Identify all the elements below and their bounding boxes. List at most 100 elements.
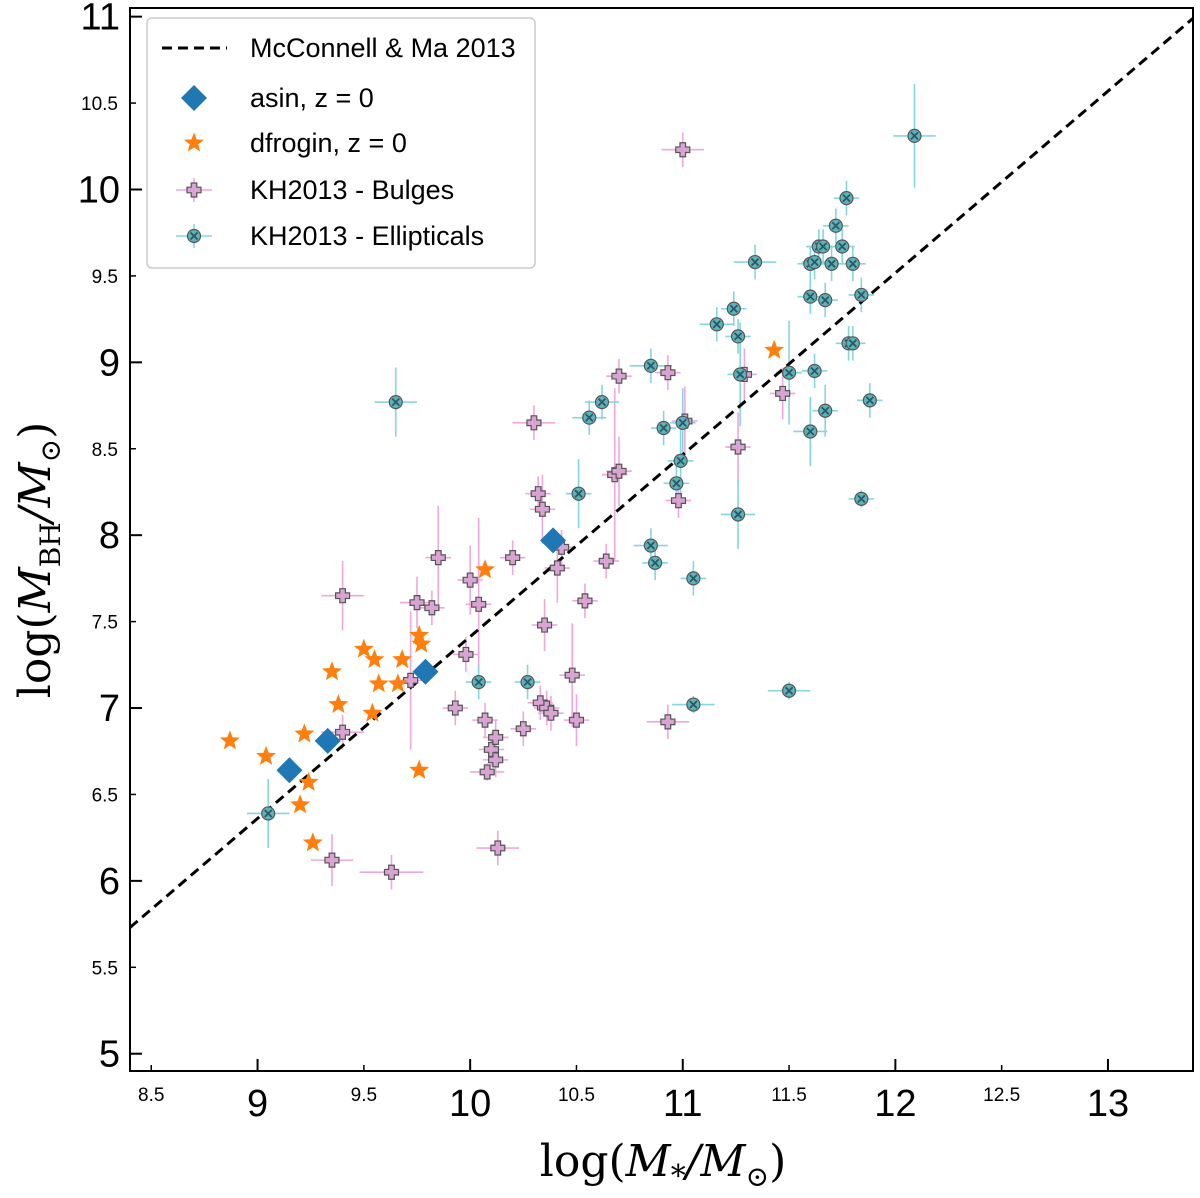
elliptical-point (686, 571, 701, 586)
bulge-point (447, 700, 463, 716)
elliptical-point (807, 254, 822, 270)
legend-label-relation: McConnell & Ma 2013 (250, 33, 516, 63)
y-tick-label: 7 (99, 688, 120, 730)
dfrogin-point (409, 624, 430, 644)
bulge-point (424, 600, 440, 616)
bulge-point (568, 712, 585, 728)
bulge-point (409, 594, 425, 611)
asin-point (412, 658, 439, 685)
x-label-main: M (625, 1136, 672, 1187)
y-tick-label: 6 (99, 861, 120, 903)
x-tick-label: 10 (449, 1083, 491, 1125)
bulge-point (611, 368, 627, 384)
bulge-point (577, 593, 593, 609)
dfrogin-point (353, 638, 374, 658)
legend-box (146, 17, 536, 269)
elliptical-point (839, 191, 854, 206)
elliptical-point (845, 336, 860, 351)
bulge-point (660, 365, 676, 381)
x-tick-label-minor: 12.5 (983, 1085, 1020, 1106)
y-label-sub2: ⊙ (34, 439, 67, 462)
x-tick-label-minor: 8.5 (138, 1085, 164, 1106)
y-tick-label-minor: 5.5 (92, 958, 118, 979)
elliptical-point (669, 476, 684, 491)
dfrogin-point (764, 339, 785, 359)
elliptical-point (656, 420, 671, 436)
legend-marker-shape (186, 182, 202, 198)
elliptical-point (854, 491, 869, 506)
x-tick-label-minor: 11.5 (771, 1085, 807, 1106)
x-tick-label-minor: 9.5 (351, 1085, 377, 1106)
bulge-point (534, 501, 551, 517)
bulge-point (462, 572, 478, 588)
elliptical-point (686, 697, 701, 712)
elliptical-point (818, 293, 833, 308)
legend-label-asin: asin, z = 0 (250, 83, 374, 113)
elliptical-point (907, 128, 922, 144)
dfrogin-point (328, 694, 349, 714)
y-tick-label: 11 (81, 0, 120, 39)
x-axis-label: log(M*/M⊙) (540, 1136, 787, 1194)
y-tick-label: 10 (78, 169, 120, 211)
elliptical-point (388, 394, 403, 410)
bulge-point (598, 553, 614, 569)
elliptical-point (471, 674, 486, 690)
dfrogin-point (475, 559, 496, 579)
elliptical-point (261, 806, 276, 821)
x-tick-label: 11 (663, 1083, 702, 1125)
x-label-sub2: ⊙ (746, 1160, 769, 1193)
asin-point (540, 527, 567, 554)
bulge-point (383, 864, 400, 880)
dfrogin-point (362, 702, 383, 722)
bulge-point (530, 486, 546, 502)
bulge-point (660, 714, 676, 730)
bulge-point (775, 385, 791, 402)
x-label-pre: log( (540, 1136, 626, 1187)
elliptical-point (594, 394, 610, 410)
bulge-point (670, 493, 687, 509)
bulge-point (479, 764, 495, 780)
data-markers (219, 128, 922, 880)
elliptical-point (835, 239, 850, 254)
y-label-sub: BH (34, 522, 67, 567)
bulge-point (458, 646, 474, 663)
x-label-end: ) (769, 1136, 786, 1187)
y-tick-label-minor: 8.5 (92, 440, 118, 461)
dfrogin-point (411, 633, 432, 653)
elliptical-point (815, 239, 831, 254)
legend-label-bulges: KH2013 - Bulges (250, 175, 454, 205)
y-label-end: ) (10, 422, 61, 439)
x-tick-label-minor: 10.5 (558, 1085, 595, 1106)
elliptical-point (648, 555, 663, 570)
x-tick-label: 9 (247, 1083, 268, 1125)
elliptical-point (730, 329, 746, 344)
legend-marker-bulges (176, 178, 212, 202)
bulge-point (477, 712, 493, 728)
legend-marker-shape (181, 85, 207, 111)
elliptical-point (709, 317, 724, 332)
dfrogin-point (321, 661, 342, 681)
bulge-point (675, 142, 691, 158)
y-tick-label: 9 (99, 342, 120, 384)
elliptical-point (730, 507, 746, 522)
legend: McConnell & Ma 2013 asin, z = 0 dfrogin,… (146, 17, 536, 269)
dfrogin-point (256, 745, 277, 765)
dfrogin-point (392, 649, 413, 669)
y-axis-label: log(MBH/M⊙) (10, 422, 67, 699)
bulge-point (335, 588, 351, 604)
legend-label-ellipticals: KH2013 - Ellipticals (250, 221, 484, 251)
legend-marker-dfrogin (184, 132, 204, 152)
elliptical-point (828, 218, 843, 233)
x-tick-label: 13 (1087, 1083, 1129, 1125)
dfrogin-point (219, 730, 240, 750)
axis-ticks: 9 10 11 12 13 8.5 9.5 10.5 11.5 12.5 5 6 7 8 9 10 11 5.5 6… (78, 0, 1129, 1125)
bulge-point (430, 550, 446, 566)
y-label-main: M (10, 566, 61, 613)
dfrogin-point (387, 673, 408, 693)
y-tick-label-minor: 9.5 (92, 267, 118, 288)
bulge-point (536, 617, 553, 633)
y-tick-label: 8 (99, 515, 120, 557)
bulge-point (515, 721, 531, 737)
elliptical-point (824, 256, 839, 271)
